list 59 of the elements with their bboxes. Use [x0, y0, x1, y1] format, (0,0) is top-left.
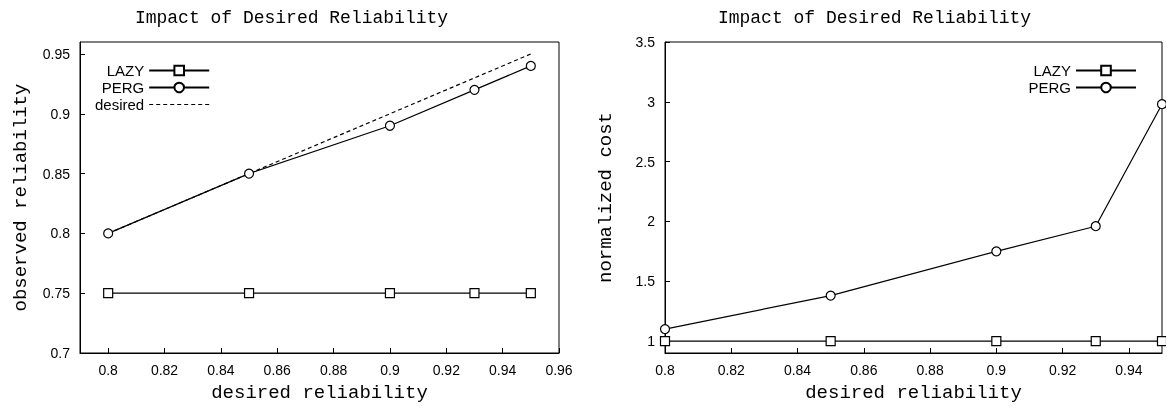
y-tick-label: 0.9 [50, 105, 71, 122]
y-tick-label: 1.5 [635, 273, 656, 290]
point [1156, 335, 1166, 347]
x-tick-label: 0.88 [916, 362, 944, 378]
point [825, 290, 836, 301]
point [1090, 221, 1101, 232]
x-tick-label: 0.9 [380, 362, 400, 378]
y-axis-title: observed reliability [9, 83, 32, 312]
point [384, 288, 396, 299]
chart-title: Impact of Desired Reliability [134, 8, 449, 28]
x-axis-title: desired reliability [211, 381, 428, 404]
point [469, 288, 480, 299]
point [1090, 335, 1101, 347]
x-tick-label: 0.94 [489, 362, 517, 378]
point [525, 288, 536, 299]
y-tick-label: 0.75 [42, 285, 71, 302]
x-tick-label: 0.88 [319, 362, 348, 378]
y-tick-label: 2 [647, 213, 656, 230]
y-tick-label: 3 [647, 93, 656, 110]
x-tick-label: 0.92 [1048, 362, 1077, 378]
point [659, 323, 671, 335]
chart-title: Impact of Desired Reliability [717, 8, 1032, 28]
point [384, 120, 396, 131]
point [991, 246, 1002, 257]
x-axis-title: desired reliability [805, 381, 1022, 404]
x-tick-label: 0.9 [986, 362, 1007, 378]
point [1156, 99, 1166, 110]
point [243, 288, 255, 299]
point [825, 335, 836, 347]
legend-label: desired [94, 96, 145, 113]
y-tick-label: 0.85 [42, 165, 71, 182]
y-tick-label: 2.5 [635, 153, 656, 170]
x-tick-label: 0.82 [717, 362, 746, 378]
x-tick-label: 0.8 [98, 362, 119, 378]
point [991, 335, 1002, 347]
y-tick-label: 3.5 [635, 34, 656, 50]
y-axis-title: normalized cost [594, 111, 617, 284]
legend-label: LAZY [106, 62, 145, 79]
point [525, 60, 536, 72]
point [103, 228, 114, 239]
x-tick-label: 0.84 [783, 362, 812, 378]
legend-label: PERG [1028, 79, 1071, 96]
legend-label: LAZY [1033, 62, 1071, 79]
x-tick-label: 0.82 [150, 362, 179, 378]
y-tick-label: 0.8 [50, 225, 71, 242]
x-tick-label: 0.86 [850, 362, 878, 378]
point [469, 84, 480, 95]
point [659, 335, 671, 347]
point [103, 288, 114, 299]
x-tick-label: 0.92 [432, 362, 461, 378]
x-tick-label: 0.86 [263, 362, 292, 378]
point [243, 168, 255, 179]
legend-label: PERG [101, 79, 145, 96]
y-tick-label: 1 [647, 333, 656, 350]
x-tick-label: 0.94 [1115, 362, 1143, 378]
x-tick-label: 0.84 [207, 362, 235, 378]
y-tick-label: 0.95 [42, 45, 71, 62]
x-tick-label: 0.96 [545, 362, 573, 378]
y-tick-label: 0.7 [50, 345, 71, 361]
